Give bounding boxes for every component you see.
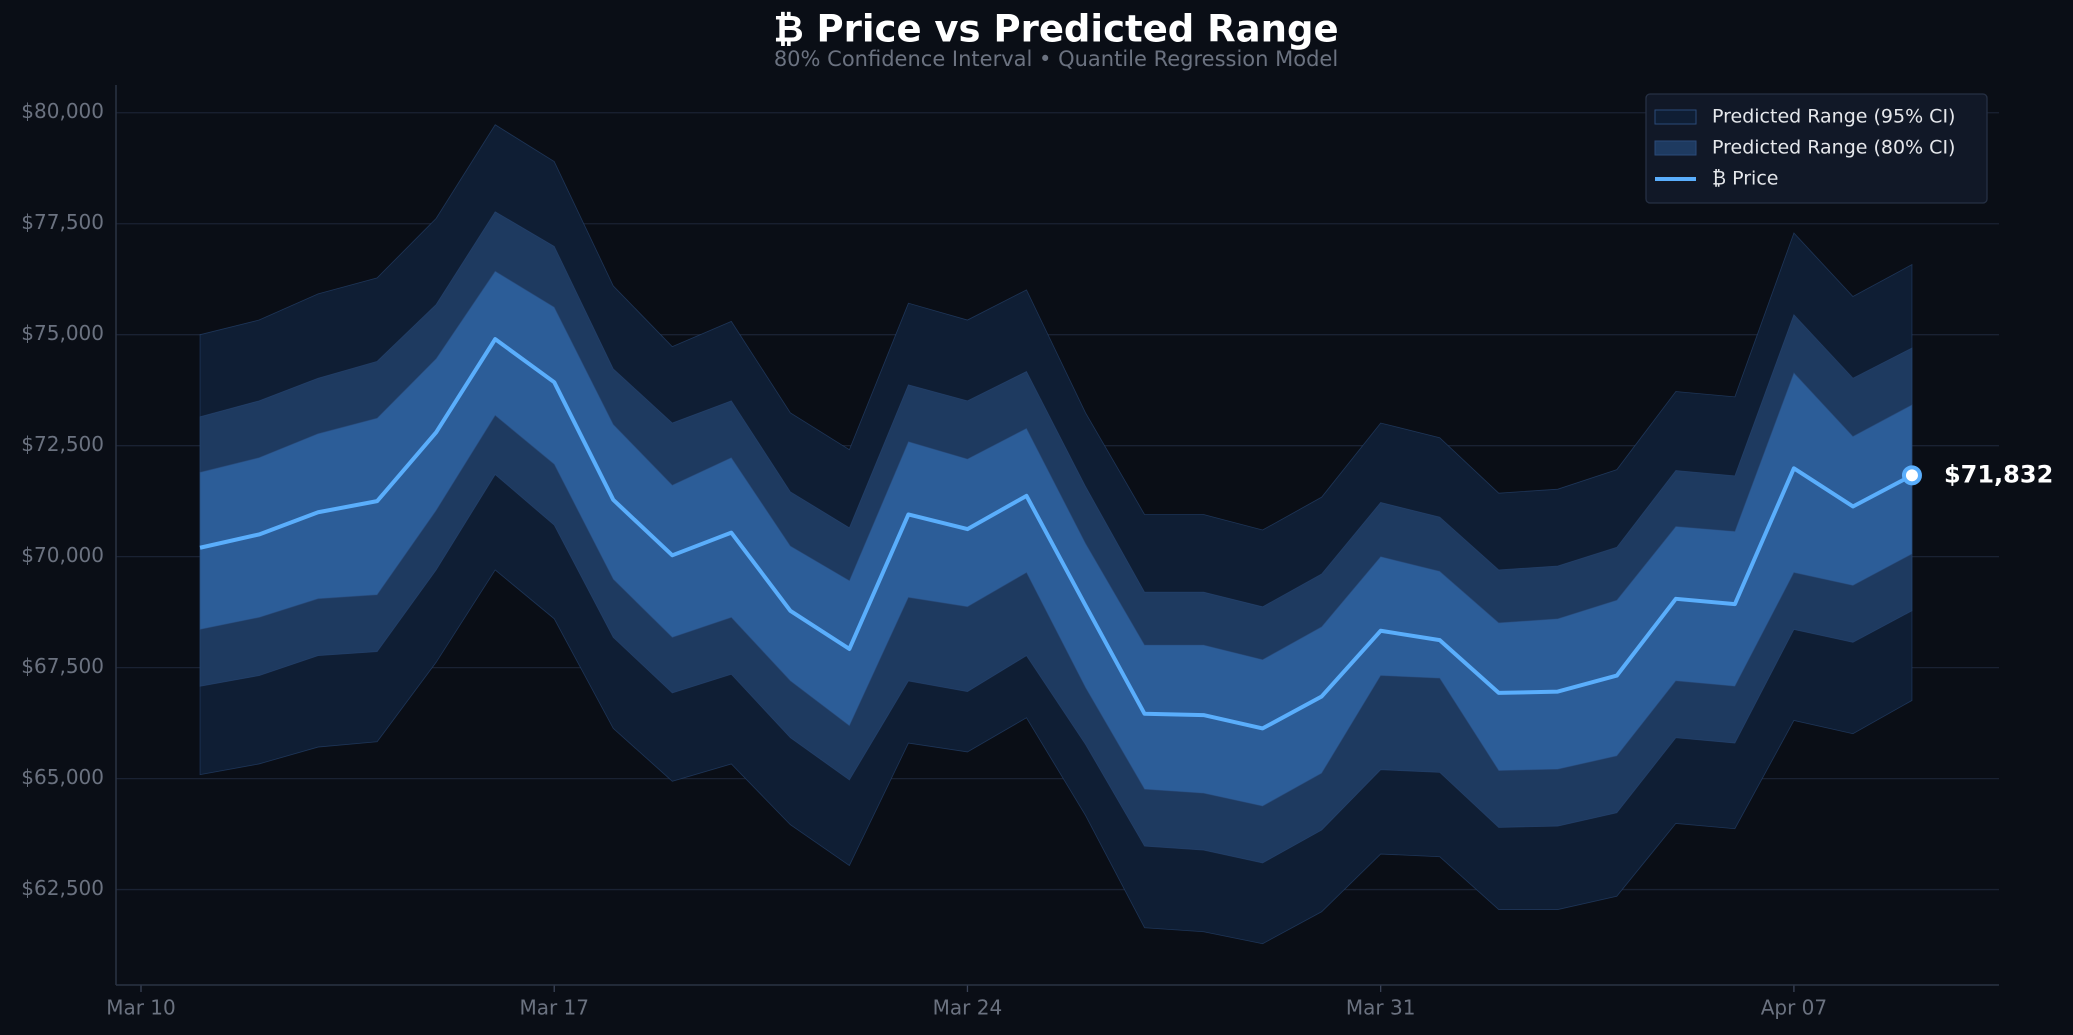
confidence-band: [199, 270, 1913, 807]
y-tick-label: $72,500: [21, 432, 104, 456]
chart-title: ₿ Price vs Predicted Range: [773, 8, 1338, 51]
y-tick-label: $75,000: [21, 321, 104, 345]
x-tick-label: Apr 07: [1761, 996, 1827, 1020]
legend-label: Predicted Range (80% CI): [1712, 137, 1955, 159]
x-tick-label: Mar 24: [933, 996, 1003, 1020]
chart-subtitle: 80% Confidence Interval • Quantile Regre…: [774, 47, 1338, 71]
end-marker: [1901, 465, 1922, 486]
y-tick-label: $77,500: [21, 210, 104, 234]
legend: Predicted Range (95% CI) Predicted Range …: [1645, 93, 1988, 204]
price-line: [199, 337, 1913, 731]
legend-label: Predicted Range (95% CI): [1712, 106, 1955, 128]
legend-label: ₿ Price: [1712, 168, 1778, 190]
x-tick-label: Mar 31: [1346, 996, 1416, 1020]
legend-box: [1645, 93, 1988, 204]
y-tick-label: $80,000: [21, 99, 104, 123]
legend-swatch: [1654, 140, 1697, 156]
end-label: $71,832: [1944, 460, 2053, 488]
y-tick-label: $70,000: [21, 543, 104, 567]
y-tick-label: $65,000: [21, 765, 104, 789]
legend-swatch: [1654, 109, 1697, 125]
x-tick-label: Mar 10: [106, 996, 176, 1020]
x-tick-label: Mar 17: [519, 996, 589, 1020]
y-tick-label: $62,500: [21, 876, 104, 900]
y-tick-label: $67,500: [21, 654, 104, 678]
